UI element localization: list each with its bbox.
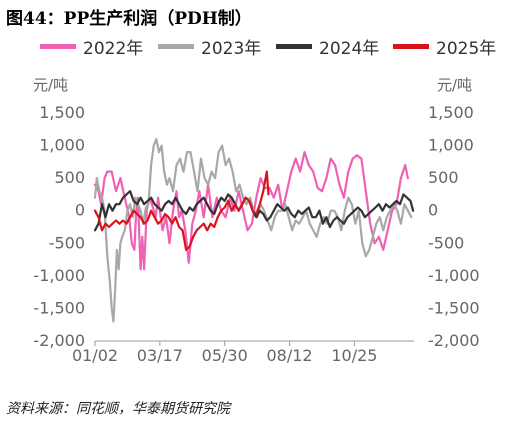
y-tick-label-right: -500: [428, 233, 464, 252]
y-tick-label-right: -1,500: [428, 298, 480, 317]
y-tick-label-left: 1,500: [39, 103, 85, 122]
y-tick-label-left: 500: [54, 168, 85, 187]
legend-swatch-2022: [40, 43, 76, 49]
y-axis-unit-right: 元/吨: [437, 76, 473, 94]
y-tick-label-left: -500: [49, 233, 85, 252]
series-2023-line: [93, 138, 413, 323]
y-tick-label-right: -2,000: [428, 331, 480, 350]
figure-title: 图44：PP生产利润（PDH制）: [6, 9, 252, 29]
y-tick-label-left: -1,500: [33, 298, 85, 317]
legend-item-2023: 2023年: [158, 35, 262, 59]
x-tick-label: 10/25: [331, 346, 377, 365]
y-tick-label-right: 0: [428, 201, 438, 220]
legend-swatch-2025: [393, 43, 429, 49]
y-tick-label-left: -1,000: [33, 266, 85, 285]
legend-label-2025: 2025年: [436, 38, 497, 59]
legend-swatch-2024: [276, 43, 312, 49]
y-tick-label-right: 500: [428, 168, 459, 187]
y-tick-label-right: 1,500: [428, 103, 474, 122]
source-note: 资料来源：同花顺，华泰期货研究院: [6, 401, 230, 417]
y-axis-unit-left: 元/吨: [33, 76, 69, 94]
legend-swatch-2023: [158, 43, 194, 49]
x-tick-label: 03/17: [137, 346, 183, 365]
legend-label-2023: 2023年: [201, 38, 262, 59]
x-tick-label: 01/02: [72, 346, 118, 365]
series-2025-line: [93, 170, 270, 251]
series-2024-line: [93, 190, 415, 232]
y-tick-label-right: -1,000: [428, 266, 480, 285]
x-tick-label: 08/12: [267, 346, 313, 365]
y-tick-label-right: 1,000: [428, 136, 474, 155]
chart-legend: 2022年 2023年 2024年 2025年: [0, 35, 519, 59]
y-tick-label-left: 0: [75, 201, 85, 220]
legend-label-2022: 2022年: [83, 38, 144, 59]
line-chart: 1,500 1,500 1,000 1,000 500 500 0 0 -500 -500 -1,0…: [33, 103, 480, 365]
y-tick-label-left: 1,000: [39, 136, 85, 155]
series-2022-line: [93, 151, 409, 271]
y-tick-label-left: -2,000: [33, 331, 85, 350]
x-tick-label: 05/30: [202, 346, 248, 365]
legend-label-2024: 2024年: [319, 38, 380, 59]
legend-item-2022: 2022年: [40, 35, 144, 59]
legend-item-2025: 2025年: [393, 35, 497, 59]
legend-item-2024: 2024年: [276, 35, 380, 59]
